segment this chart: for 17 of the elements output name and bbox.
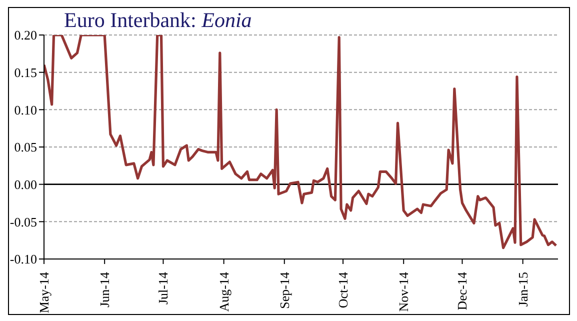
y-tick-label: -0.05 [10,214,37,230]
x-tick-label: Aug-14 [216,272,232,312]
y-tick-label: 0.00 [14,176,37,192]
y-tick-label: 0.10 [14,102,37,118]
x-tick-label: Oct-14 [336,272,351,308]
x-tick-label: Dec-14 [454,272,470,310]
chart-title: Euro Interbank: Eonia [64,8,252,33]
x-tick-label: Jun-14 [97,272,112,308]
y-tick-label: -0.10 [10,252,37,267]
x-tick-label: May-14 [36,272,52,314]
y-tick-label: 0.05 [14,140,37,155]
x-tick-label: Jan-15 [515,272,530,307]
x-tick-label: Nov-14 [396,272,412,312]
x-tick-label: Jul-14 [156,272,171,304]
y-tick-label: 0.15 [14,64,37,80]
x-tick-label: Sep-14 [276,272,292,309]
y-tick-label: 0.20 [14,28,37,43]
